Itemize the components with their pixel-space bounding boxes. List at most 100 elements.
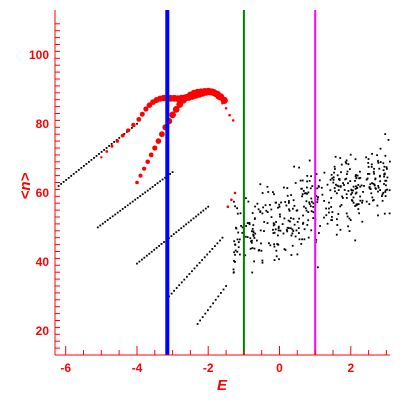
background-point: [371, 182, 373, 184]
data-point: [105, 150, 109, 153]
background-point: [307, 219, 310, 222]
background-point: [384, 195, 387, 197]
background-point: [251, 212, 254, 214]
background-point: [376, 154, 378, 157]
background-point: [113, 141, 116, 143]
background-point: [252, 233, 255, 236]
background-point: [348, 230, 351, 232]
background-point: [272, 228, 274, 231]
background-point: [275, 255, 278, 258]
background-point: [349, 168, 351, 170]
background-point: [307, 236, 310, 239]
background-point: [362, 191, 364, 193]
background-point: [365, 200, 368, 203]
background-point: [180, 281, 183, 284]
background-point: [199, 319, 201, 322]
background-point: [292, 207, 294, 210]
background-point: [72, 173, 75, 175]
background-point: [369, 183, 372, 186]
background-point: [304, 207, 307, 210]
background-point: [116, 211, 119, 214]
background-point: [65, 179, 68, 181]
background-point: [219, 239, 221, 242]
background-point: [301, 193, 304, 196]
background-point: [385, 166, 388, 169]
background-point: [206, 253, 209, 256]
background-point: [136, 122, 138, 125]
background-point: [252, 235, 255, 237]
background-point: [148, 252, 151, 255]
background-point: [377, 190, 379, 193]
background-point: [98, 153, 100, 155]
background-point: [363, 185, 365, 187]
y-tick-label: 20: [36, 324, 50, 338]
background-point: [216, 242, 219, 245]
background-point: [308, 203, 311, 205]
background-point: [361, 201, 363, 204]
background-point: [237, 246, 240, 249]
background-point: [326, 183, 329, 186]
background-point: [310, 197, 313, 200]
background-point: [291, 232, 294, 235]
background-point: [251, 247, 254, 249]
background-point: [222, 288, 225, 291]
background-point: [252, 230, 255, 233]
background-point: [283, 217, 286, 220]
background-point: [302, 190, 305, 192]
background-point: [337, 213, 340, 215]
background-point: [301, 179, 304, 182]
background-point: [93, 157, 95, 159]
background-point: [278, 205, 281, 208]
background-point: [331, 216, 333, 218]
background-point: [256, 239, 258, 242]
background-point: [283, 248, 286, 250]
background-point: [266, 222, 269, 224]
background-point: [374, 177, 377, 180]
background-point: [289, 227, 292, 230]
background-point: [344, 178, 347, 181]
data-point: [115, 139, 120, 143]
background-point: [361, 199, 364, 202]
data-point: [169, 111, 177, 119]
background-point: [350, 188, 353, 191]
background-point: [239, 253, 241, 256]
background-point: [357, 208, 360, 210]
background-point: [297, 227, 300, 229]
background-point: [302, 221, 305, 224]
background-point: [252, 231, 255, 234]
background-point: [352, 185, 355, 188]
background-point: [90, 159, 93, 161]
background-point: [270, 216, 273, 218]
background-point: [298, 238, 301, 241]
background-point: [298, 217, 300, 220]
background-point: [196, 264, 198, 267]
background-point: [161, 178, 164, 181]
background-point: [377, 214, 379, 217]
background-point: [277, 243, 279, 246]
background-point: [308, 159, 311, 162]
background-point: [367, 162, 370, 164]
background-point: [382, 169, 385, 172]
background-point: [368, 173, 371, 175]
background-point: [209, 305, 212, 308]
background-point: [212, 302, 214, 305]
background-point: [273, 193, 275, 196]
background-point: [284, 201, 287, 203]
background-point: [333, 187, 336, 189]
background-point: [356, 203, 359, 206]
background-point: [350, 193, 352, 196]
data-point: [120, 133, 125, 138]
background-point: [250, 240, 252, 243]
background-point: [381, 193, 384, 196]
background-point: [354, 158, 357, 161]
background-point: [235, 226, 237, 229]
background-point: [287, 219, 290, 222]
background-point: [275, 249, 278, 252]
background-point: [144, 191, 147, 194]
background-point: [270, 208, 273, 211]
background-point: [301, 238, 303, 241]
background-point: [257, 208, 260, 211]
background-point: [70, 175, 73, 177]
background-point: [339, 205, 342, 208]
background-point: [251, 228, 254, 230]
